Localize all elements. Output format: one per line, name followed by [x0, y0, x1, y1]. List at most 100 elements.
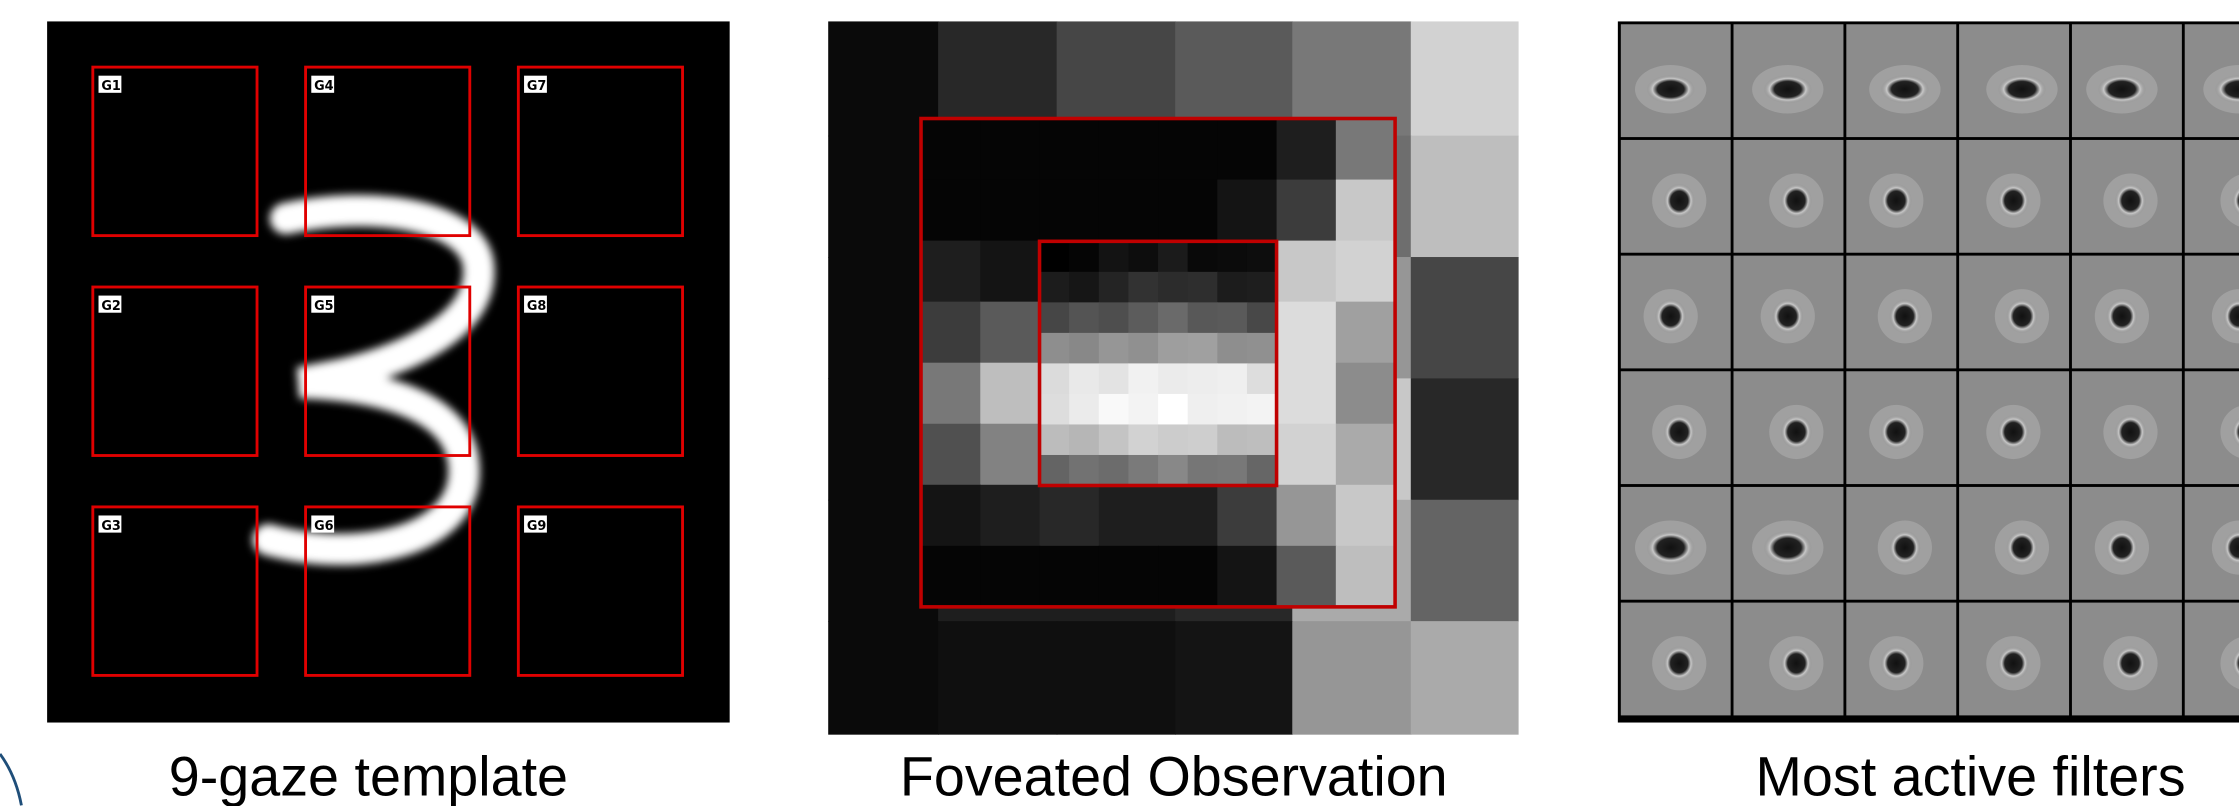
pixel	[980, 485, 1040, 547]
filter-blob	[1998, 75, 2047, 104]
pixel	[1099, 546, 1159, 608]
pixel	[1099, 485, 1159, 547]
filter-blob	[2115, 183, 2146, 217]
pixel	[1069, 363, 1099, 394]
pixel	[1069, 241, 1099, 272]
pixel	[1040, 363, 1070, 394]
pixel	[1217, 241, 1247, 272]
pixel	[1158, 424, 1188, 455]
pixel	[1188, 455, 1218, 486]
pixel	[1099, 363, 1129, 394]
pixel	[1247, 272, 1277, 303]
pixel	[1069, 394, 1099, 425]
pixel	[1040, 485, 1100, 547]
pixel	[1128, 333, 1158, 364]
pixel	[1069, 272, 1099, 303]
pixel	[1336, 485, 1396, 547]
pixel	[1336, 424, 1396, 486]
filter-blob	[1881, 183, 1912, 217]
filter-blob	[1763, 530, 1812, 564]
filter-blob	[1646, 75, 1695, 104]
pixel	[1336, 363, 1396, 425]
pixel	[1217, 394, 1247, 425]
pixel	[1158, 180, 1218, 242]
filter-blob	[1664, 183, 1695, 217]
pixel	[1188, 241, 1218, 272]
caption: Most active filters	[1756, 745, 2186, 806]
pixel	[921, 180, 981, 242]
filter-blob	[1881, 415, 1912, 449]
pixel	[1099, 119, 1159, 181]
pixel	[1099, 272, 1129, 303]
filter-blob	[1664, 415, 1695, 449]
pixel	[1128, 272, 1158, 303]
gaze-label: G9	[527, 519, 547, 534]
pixel	[1175, 621, 1293, 735]
pixel	[980, 241, 1040, 303]
pixel	[1217, 119, 1277, 181]
pixel	[1247, 333, 1277, 364]
gaze-label: G6	[314, 519, 334, 534]
filter-blob	[2115, 646, 2146, 680]
caption: 9-gaze template	[169, 745, 568, 806]
pixel	[980, 363, 1040, 425]
page: {"panels": [ {"caption": "9-gaze templat…	[0, 0, 2239, 806]
caption: Foveated Observation	[900, 745, 1448, 806]
pixel	[1247, 302, 1277, 333]
pixel	[1040, 119, 1100, 181]
pixel	[921, 363, 981, 425]
pixel	[1099, 333, 1129, 364]
pixel	[1128, 363, 1158, 394]
pixel	[1099, 180, 1159, 242]
pixel	[980, 180, 1040, 242]
pixel	[1158, 119, 1218, 181]
pixel	[1040, 272, 1070, 303]
pixel	[921, 546, 981, 608]
pixel	[921, 302, 981, 364]
pixel	[1040, 241, 1070, 272]
pixel	[1040, 302, 1070, 333]
pixel	[1128, 455, 1158, 486]
pixel	[1069, 455, 1099, 486]
filter-blob	[1998, 646, 2029, 680]
pixel	[1188, 363, 1218, 394]
pixel	[1128, 241, 1158, 272]
pixel	[1040, 424, 1070, 455]
pixel	[921, 119, 981, 181]
pixel	[921, 241, 981, 303]
pixel	[1099, 302, 1129, 333]
pixel	[1217, 546, 1277, 608]
pixel	[938, 621, 1057, 735]
pixel	[1158, 302, 1188, 333]
decoration-arc	[0, 754, 21, 805]
pixel	[1099, 241, 1129, 272]
pixel	[828, 621, 939, 735]
pixel	[1277, 424, 1337, 486]
filter-blob	[1998, 415, 2029, 449]
pixel	[1336, 180, 1396, 242]
pixel	[1188, 394, 1218, 425]
filter-blob	[1781, 415, 1812, 449]
pixel	[1411, 257, 1519, 379]
filter-blob	[2115, 415, 2146, 449]
pixel	[921, 424, 981, 486]
gaze-label: G2	[101, 299, 120, 314]
pixel	[1188, 272, 1218, 303]
filter-blob	[1781, 183, 1812, 217]
pixel	[1217, 302, 1247, 333]
pixel	[1336, 546, 1396, 608]
pixel	[1057, 621, 1176, 735]
pixel	[1158, 394, 1188, 425]
gaze-label: G3	[101, 519, 120, 534]
figure: G1G2G3G4G5G6G7G8G9 9-gaze template Fovea…	[0, 0, 2239, 806]
filter-blob	[1881, 646, 1912, 680]
gaze-label: G5	[314, 299, 334, 314]
pixel	[1040, 455, 1070, 486]
filter-blob	[2006, 299, 2037, 333]
pixel	[1217, 455, 1247, 486]
pixel	[1247, 455, 1277, 486]
pixel	[1040, 394, 1070, 425]
gaze-label: G1	[101, 79, 121, 94]
pixel	[1099, 455, 1129, 486]
filter-blob	[1664, 646, 1695, 680]
